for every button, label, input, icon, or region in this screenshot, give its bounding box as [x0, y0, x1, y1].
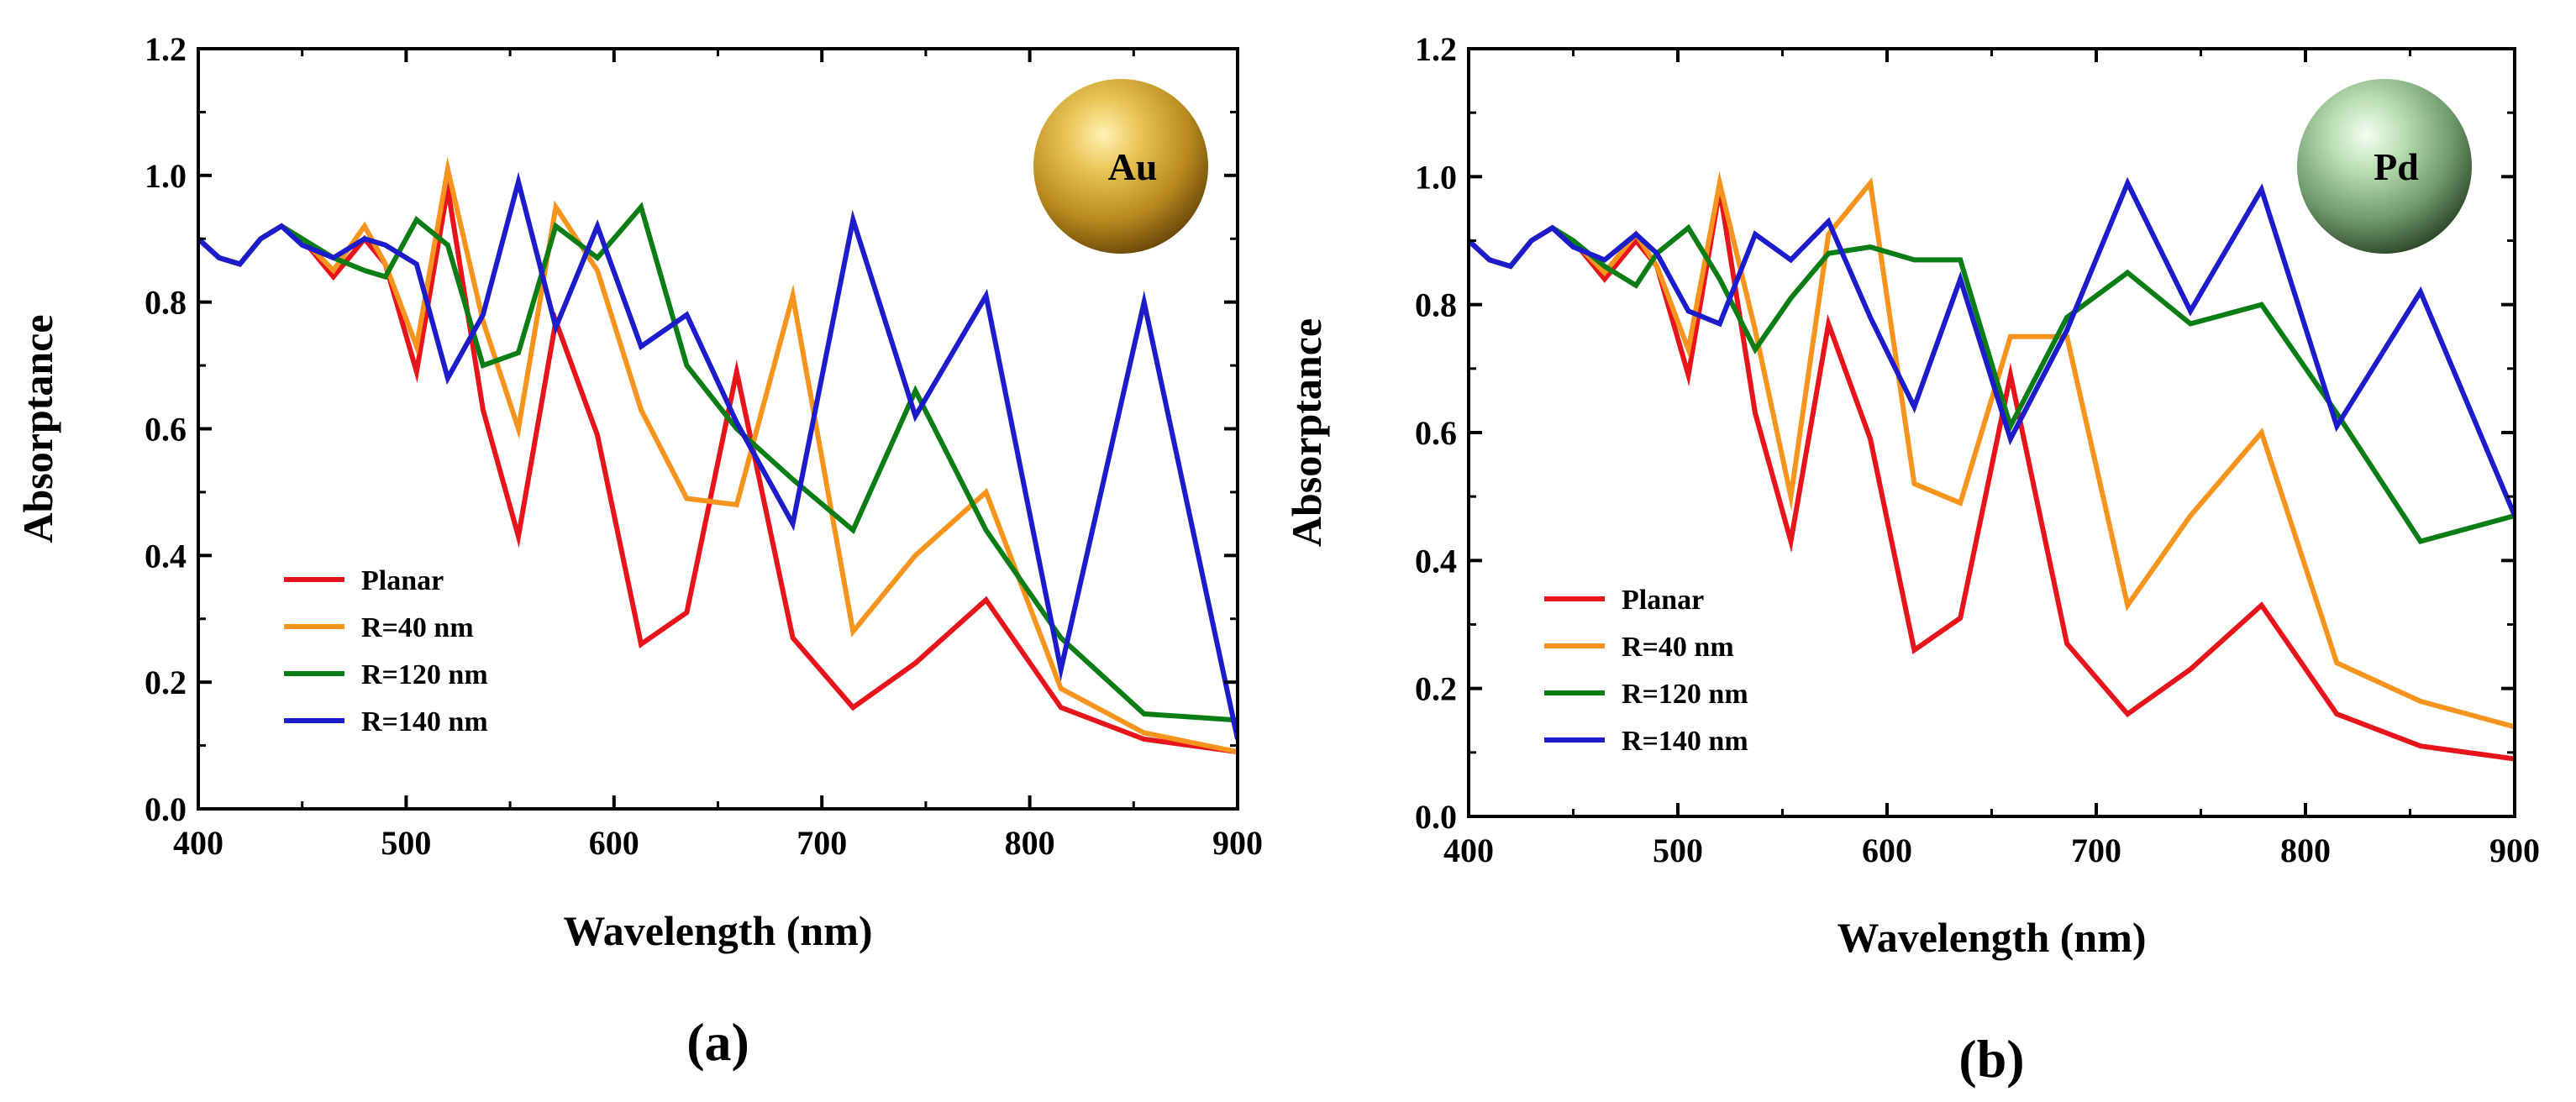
series-lines	[1469, 171, 2515, 762]
y-tick-label: 1.0	[1415, 158, 1457, 196]
x-tick-label: 400	[1443, 832, 1494, 869]
x-tick-label: 600	[1862, 832, 1912, 869]
legend-label: R=40 nm	[1622, 632, 1734, 663]
y-axis-title: Absorptance	[1283, 318, 1330, 547]
element-badge: Au	[1033, 79, 1208, 254]
chart-panel-b: 400 500 600 700 800 900 0.0 0.2 0.4 0.6 0.8 1.0 1.2 W…	[1283, 30, 2540, 1089]
element-badge: Pd	[2297, 79, 2472, 254]
y-tick-label: 0.8	[1415, 286, 1457, 324]
x-tick-label: 900	[2489, 832, 2540, 869]
x-tick-label: 700	[796, 824, 847, 862]
y-axis-title: Absorptance	[14, 314, 61, 543]
y-tick-label: 0.8	[145, 284, 187, 322]
legend-label: Planar	[361, 565, 444, 596]
legend-label: R=140 nm	[1622, 726, 1748, 757]
legend: Planar R=40 nm R=120 nm R=140 nm	[1544, 585, 1748, 757]
gold-sphere-icon	[1033, 79, 1208, 254]
x-axis-title: Wavelength (nm)	[1837, 914, 2146, 961]
legend-label: R=140 nm	[361, 706, 488, 737]
y-tick-label: 1.0	[145, 157, 187, 195]
series-line-r-140-nm	[198, 171, 1238, 740]
legend-label: R=120 nm	[1622, 679, 1748, 710]
y-tick-label: 0.0	[145, 790, 187, 828]
y-tick-label: 0.2	[1415, 670, 1457, 708]
legend-label: Planar	[1622, 585, 1704, 616]
y-tick-label: 0.4	[145, 537, 187, 575]
panel-label: (b)	[1958, 1029, 2024, 1089]
panel-label: (a)	[686, 1012, 749, 1072]
x-tick-label: 900	[1212, 824, 1263, 862]
y-tick-label: 0.4	[1415, 542, 1457, 580]
series-line-r-140-nm	[1469, 176, 2515, 517]
x-tick-label: 800	[2280, 832, 2331, 869]
y-tick-label: 1.2	[145, 30, 187, 68]
legend-label: R=40 nm	[361, 612, 474, 643]
x-tick-label: 600	[589, 824, 639, 862]
y-tick-label: 0.0	[1415, 798, 1457, 836]
legend-label: R=120 nm	[361, 659, 488, 690]
badge-label: Pd	[2374, 145, 2419, 188]
x-tick-label: 500	[381, 824, 431, 862]
badge-label: Au	[1108, 145, 1158, 188]
series-lines	[198, 156, 1238, 755]
y-tick-label: 0.2	[145, 664, 187, 701]
y-tick-label: 0.6	[145, 411, 187, 449]
x-tick-label: 400	[173, 824, 223, 862]
palladium-sphere-icon	[2297, 79, 2472, 254]
x-tick-label: 500	[1653, 832, 1703, 869]
chart-panel-a: 400 500 600 700 800 900 0.0 0.2 0.4 0.6 0.8 1.0 1.2 W…	[14, 30, 1263, 1072]
y-tick-label: 0.6	[1415, 414, 1457, 452]
series-line-planar	[198, 172, 1238, 755]
x-tick-label: 700	[2071, 832, 2121, 869]
legend: Planar R=40 nm R=120 nm R=140 nm	[284, 565, 488, 737]
x-axis-title: Wavelength (nm)	[563, 907, 872, 954]
y-tick-label: 1.2	[1415, 30, 1457, 68]
x-tick-label: 800	[1005, 824, 1055, 862]
